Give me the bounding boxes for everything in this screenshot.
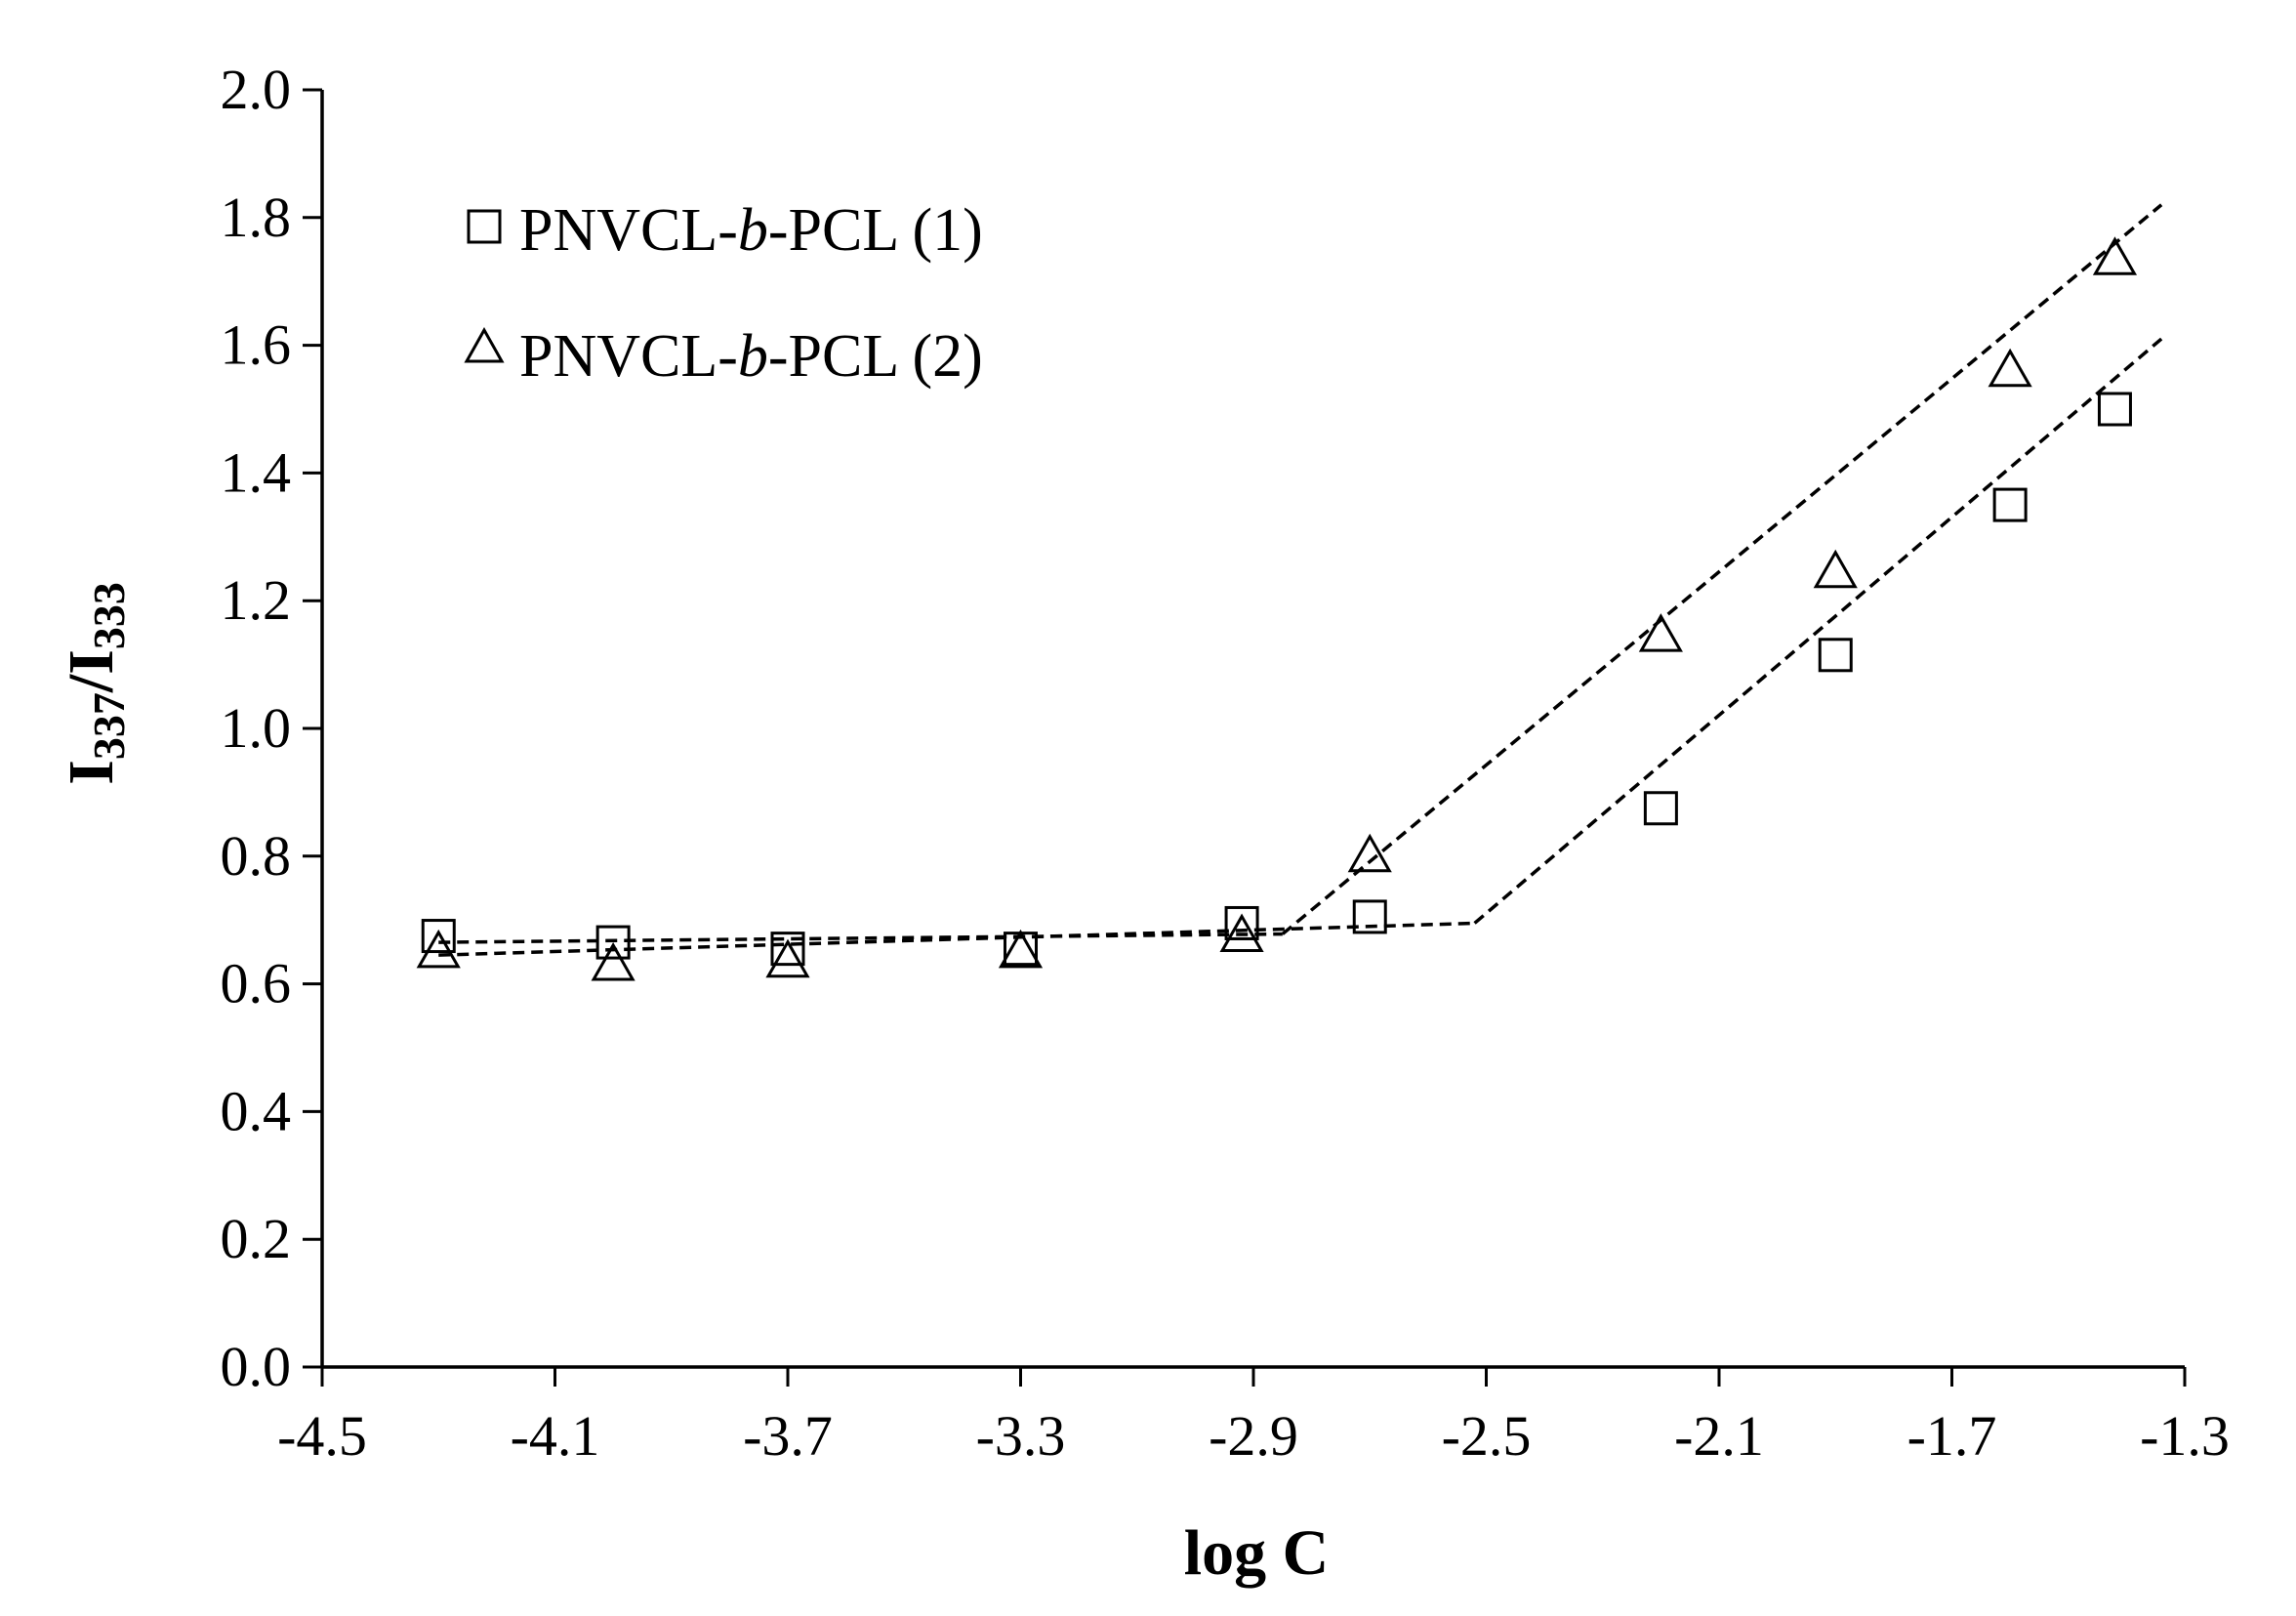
legend-square-marker [467, 209, 502, 244]
x-tick-label: -2.1 [1674, 1404, 1764, 1468]
x-tick-label: -1.3 [2140, 1404, 2230, 1468]
y-tick-label: 1.8 [221, 186, 292, 249]
fit-line-series-2 [438, 932, 1283, 944]
data-point-series-2 [1219, 913, 1264, 953]
data-point-series-2 [2092, 236, 2138, 275]
y-tick-label: 1.0 [221, 696, 292, 760]
data-point-series-2 [765, 938, 810, 978]
y-tick-label: 2.0 [221, 58, 292, 121]
data-point-series-1 [421, 919, 456, 954]
data-point-series-2 [416, 929, 461, 969]
tick-labels: 0.0 0.2 0.4 0.6 0.8 1.0 1.2 1.4 1.6 1.8 2.0 -4.5 -4.… [221, 58, 2230, 1468]
axes [303, 88, 2187, 1387]
data-point-series-2 [1813, 549, 1858, 589]
legend-triangle-marker [464, 326, 505, 363]
data-point-series-2 [1638, 613, 1683, 652]
legend-item-series-1: PNVCL-b-PCL (1) [467, 197, 983, 264]
x-axis-title: log C [1184, 1517, 1330, 1589]
x-tick-label: -3.7 [743, 1404, 833, 1468]
y-tick-label: 0.6 [221, 952, 292, 1015]
legend: PNVCL-b-PCL (1) PNVCL-b-PCL (2) [464, 197, 983, 390]
fit-lines [438, 203, 2163, 957]
y-tick-label: 0.2 [221, 1207, 292, 1270]
x-tick-label: -4.5 [277, 1404, 367, 1468]
y-tick-label: 0.0 [221, 1335, 292, 1398]
legend-label-series-1: PNVCL-b-PCL (1) [519, 197, 983, 264]
y-tick-label: 0.4 [221, 1079, 292, 1142]
x-tick-label: -1.7 [1907, 1404, 1997, 1468]
y-tick-label: 1.6 [221, 313, 292, 377]
data-point-series-1 [595, 925, 631, 960]
y-axis-title: I337/I333 [56, 582, 134, 785]
data-point-series-1 [1352, 899, 1387, 934]
data-point-series-2 [1988, 348, 2032, 388]
legend-label-series-2: PNVCL-b-PCL (2) [519, 323, 983, 390]
data-point-series-1 [1643, 791, 1678, 826]
x-tick-label: -2.9 [1209, 1404, 1298, 1468]
y-tick-label: 1.2 [221, 568, 292, 632]
x-tick-label: -4.1 [511, 1404, 600, 1468]
data-point-series-2 [1347, 833, 1392, 873]
data-point-series-2 [998, 929, 1044, 969]
y-tick-label: 1.4 [221, 440, 292, 504]
y-tick-label: 0.8 [221, 824, 292, 888]
data-point-series-1 [2097, 392, 2132, 427]
fit-line-series-1 [1473, 337, 2163, 925]
data-point-series-1 [1224, 905, 1259, 940]
x-tick-label: -2.5 [1442, 1404, 1532, 1468]
fit-line-series-2 [1281, 203, 2163, 935]
data-point-series-1 [1992, 487, 2028, 522]
data-markers [416, 236, 2138, 981]
data-point-series-1 [770, 932, 805, 967]
legend-item-series-2: PNVCL-b-PCL (2) [464, 323, 983, 390]
data-point-series-2 [591, 941, 636, 981]
data-point-series-1 [1818, 638, 1853, 673]
x-tick-label: -3.3 [976, 1404, 1066, 1468]
